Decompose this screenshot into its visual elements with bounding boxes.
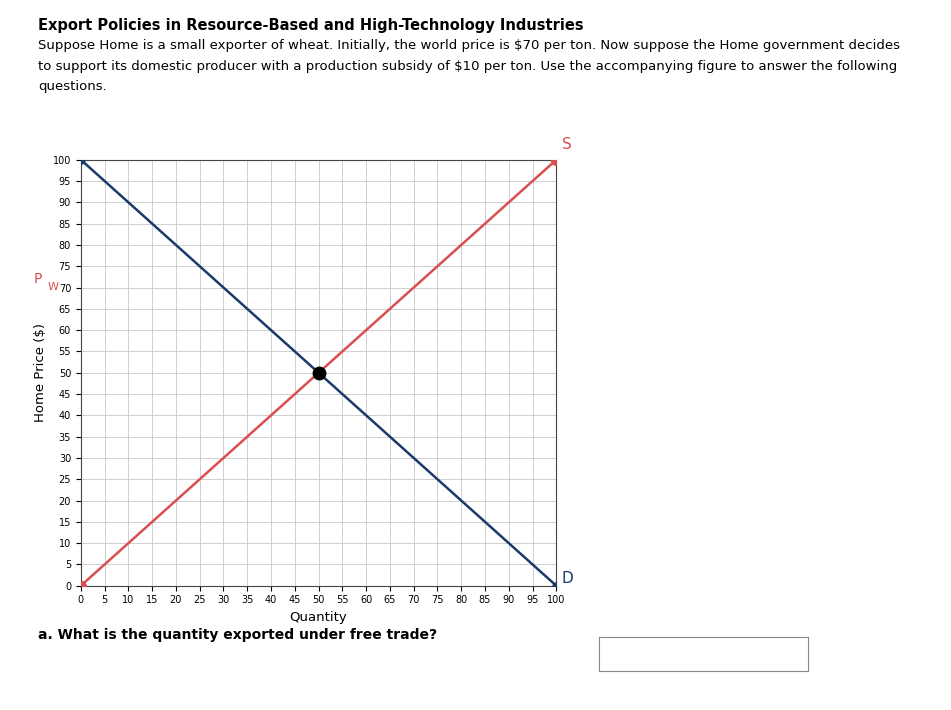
Text: W: W	[48, 283, 59, 293]
Text: S: S	[562, 136, 572, 152]
Text: Export Policies in Resource-Based and High-Technology Industries: Export Policies in Resource-Based and Hi…	[38, 18, 584, 33]
Text: D: D	[562, 571, 573, 586]
Text: Suppose Home is a small exporter of wheat. Initially, the world price is $70 per: Suppose Home is a small exporter of whea…	[38, 39, 900, 52]
Text: a. What is the quantity exported under free trade?: a. What is the quantity exported under f…	[38, 628, 437, 643]
Text: to support its domestic producer with a production subsidy of $10 per ton. Use t: to support its domestic producer with a …	[38, 60, 898, 72]
Text: P: P	[33, 273, 42, 286]
Text: questions.: questions.	[38, 80, 107, 93]
Y-axis label: Home Price ($): Home Price ($)	[34, 323, 48, 422]
X-axis label: Quantity: Quantity	[290, 611, 347, 624]
